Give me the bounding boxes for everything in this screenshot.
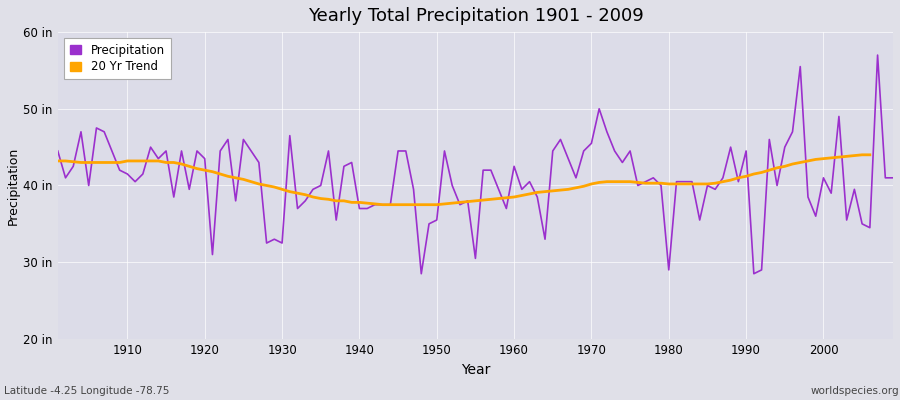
Precipitation bbox=[284, 133, 295, 138]
20 Yr Trend bbox=[617, 179, 628, 184]
20 Yr Trend bbox=[586, 182, 597, 186]
20 Yr Trend bbox=[532, 190, 543, 195]
20 Yr Trend bbox=[540, 189, 551, 194]
Precipitation bbox=[872, 53, 883, 58]
Precipitation bbox=[887, 176, 898, 180]
20 Yr Trend bbox=[865, 152, 876, 157]
20 Yr Trend bbox=[76, 160, 86, 165]
20 Yr Trend bbox=[857, 152, 868, 157]
Precipitation bbox=[52, 148, 63, 153]
Precipitation bbox=[609, 148, 620, 153]
Precipitation bbox=[331, 218, 342, 222]
X-axis label: Year: Year bbox=[461, 363, 491, 377]
Y-axis label: Precipitation: Precipitation bbox=[7, 146, 20, 225]
Precipitation bbox=[114, 168, 125, 172]
Legend: Precipitation, 20 Yr Trend: Precipitation, 20 Yr Trend bbox=[64, 38, 171, 79]
Precipitation bbox=[508, 164, 519, 169]
Precipitation bbox=[416, 271, 427, 276]
Line: Precipitation: Precipitation bbox=[58, 55, 893, 274]
20 Yr Trend bbox=[52, 158, 63, 163]
20 Yr Trend bbox=[377, 202, 388, 207]
Text: Latitude -4.25 Longitude -78.75: Latitude -4.25 Longitude -78.75 bbox=[4, 386, 170, 396]
Precipitation bbox=[517, 187, 527, 192]
Line: 20 Yr Trend: 20 Yr Trend bbox=[58, 155, 870, 205]
Title: Yearly Total Precipitation 1901 - 2009: Yearly Total Precipitation 1901 - 2009 bbox=[308, 7, 644, 25]
Text: worldspecies.org: worldspecies.org bbox=[811, 386, 899, 396]
20 Yr Trend bbox=[764, 168, 775, 172]
